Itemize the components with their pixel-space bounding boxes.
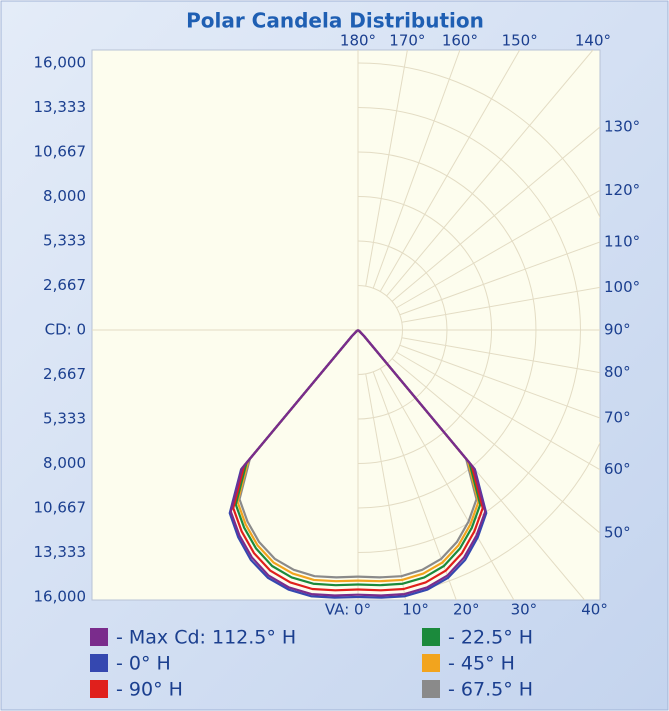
angle-tick-label: 60°: [604, 460, 631, 478]
series-line: [357, 329, 487, 597]
angle-tick-label: 30°: [511, 601, 538, 619]
r-tick-label: 2,667: [43, 276, 86, 294]
r-tick-label: 13,333: [34, 543, 87, 561]
grid-line: [399, 241, 600, 316]
angle-tick-label: 20°: [453, 601, 480, 619]
legend-label: - 90° H: [116, 679, 183, 701]
grid-line: [401, 337, 600, 374]
angle-tick-label: 140°: [575, 32, 611, 50]
legend-label: - 0° H: [116, 653, 171, 675]
angle-tick-label: 170°: [389, 32, 425, 50]
r-tick-label: 10,667: [34, 142, 87, 160]
angle-tick-label: 10°: [402, 601, 429, 619]
legend-label: - 67.5° H: [448, 679, 533, 701]
angle-tick-label: 70°: [604, 409, 631, 427]
angle-tick-label: 120°: [604, 181, 640, 199]
legend-swatch: [422, 654, 440, 672]
r-tick-label: 16,000: [34, 588, 87, 606]
plot-area: [91, 49, 601, 601]
grid-line: [365, 50, 408, 287]
grid-line: [396, 189, 600, 309]
r-tick-label: 5,333: [43, 232, 86, 250]
r-tick-label: 8,000: [43, 454, 86, 472]
angle-tick-label: 80°: [604, 363, 631, 381]
angle-tick-label: VA: 0°: [325, 601, 371, 619]
grid-line: [401, 286, 600, 323]
legend-label: - 22.5° H: [448, 627, 533, 649]
angle-tick-label: 40°: [581, 601, 608, 619]
angle-tick-label: 150°: [502, 32, 538, 50]
legend-swatch: [90, 628, 108, 646]
grid-line: [391, 358, 600, 534]
legend-label: - Max Cd: 112.5° H: [116, 627, 296, 649]
grid-line: [399, 344, 600, 419]
legend-swatch: [90, 680, 108, 698]
angle-tick-label: 90°: [604, 321, 631, 339]
r-tick-label: 10,667: [34, 499, 87, 517]
grid-line: [391, 126, 600, 302]
r-tick-label: 13,333: [34, 98, 87, 116]
grid-line: [396, 351, 600, 471]
angle-tick-label: 50°: [604, 524, 631, 542]
r-tick-label: 2,667: [43, 365, 86, 383]
series-line: [229, 329, 359, 597]
angle-tick-label: 180°: [340, 32, 376, 50]
legend-swatch: [90, 654, 108, 672]
legend-label: - 45° H: [448, 653, 515, 675]
angle-tick-label: 110°: [604, 232, 640, 250]
r-tick-label: 5,333: [43, 409, 86, 427]
grid-line: [386, 50, 594, 297]
grid-line: [372, 50, 461, 289]
chart-title: Polar Candela Distribution: [186, 9, 484, 33]
grid-circle: [357, 62, 600, 598]
grid-line: [379, 50, 521, 292]
angle-tick-label: 130°: [604, 117, 640, 135]
legend-swatch: [422, 680, 440, 698]
r-tick-label: 16,000: [34, 54, 87, 72]
legend-swatch: [422, 628, 440, 646]
grid-line: [379, 368, 515, 600]
r-tick-label: CD: 0: [45, 321, 86, 339]
r-tick-label: 8,000: [43, 187, 86, 205]
grid-line: [365, 373, 407, 600]
angle-tick-label: 160°: [442, 32, 478, 50]
angle-tick-label: 100°: [604, 278, 640, 296]
